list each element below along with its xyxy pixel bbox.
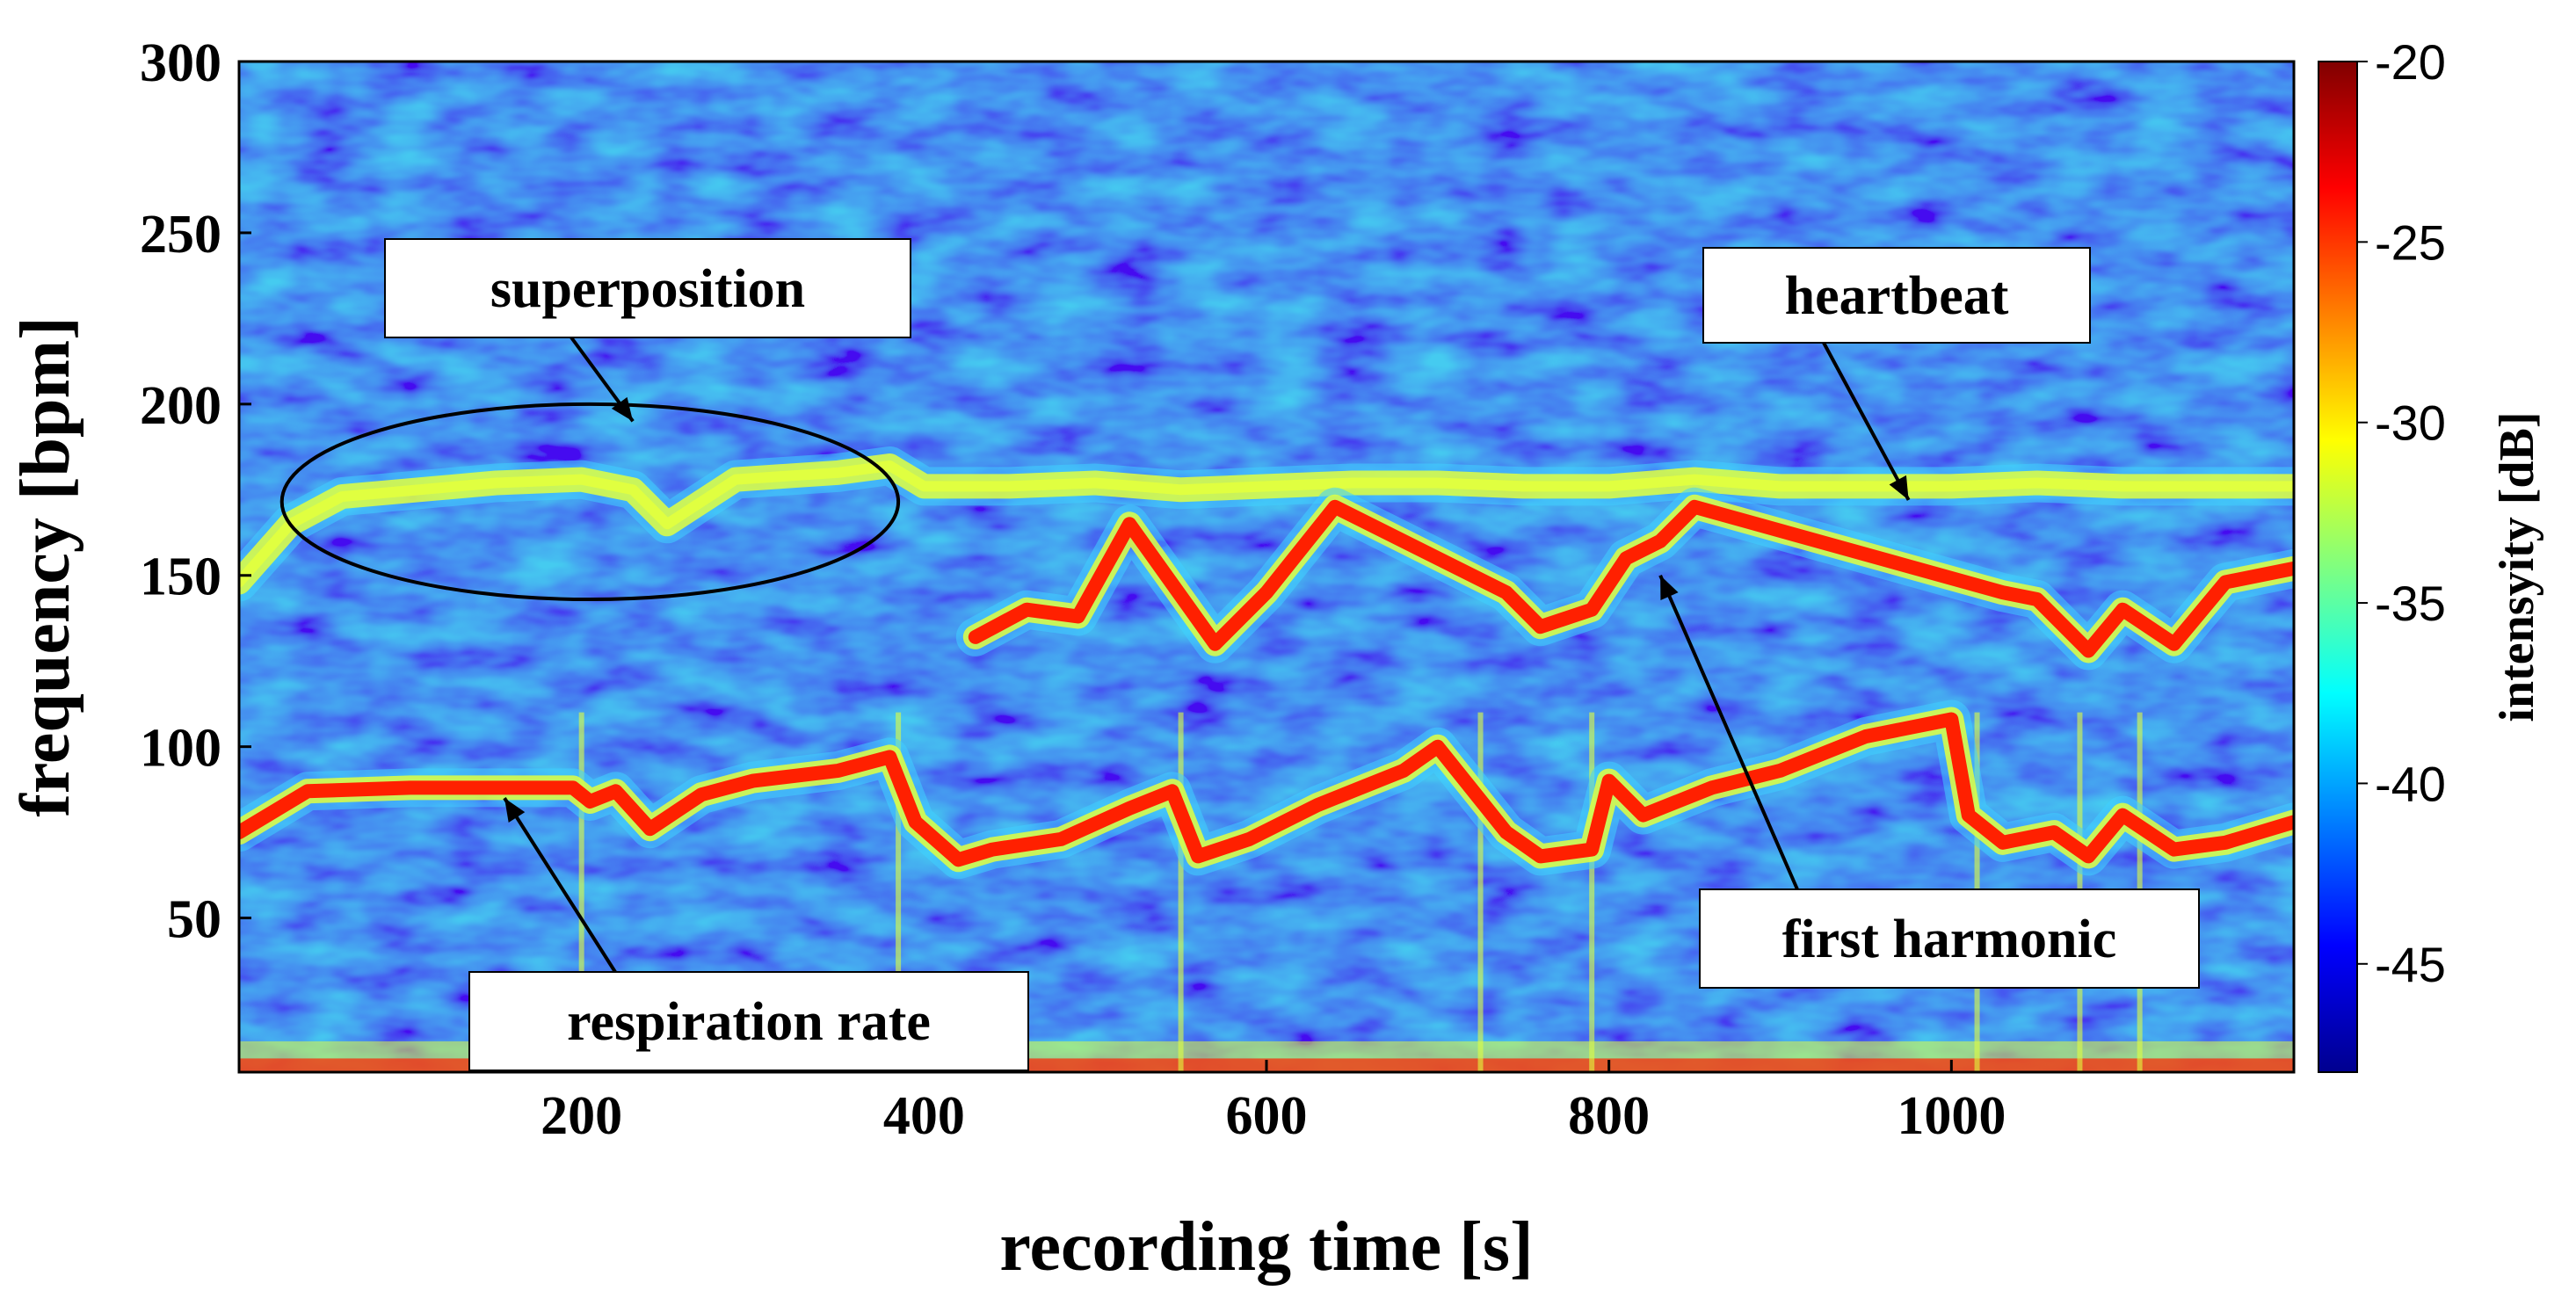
x-axis-label: recording time [s] <box>999 1208 1533 1286</box>
colorbar-tick-label: -20 <box>2375 34 2446 90</box>
colorbar-label: intensyity [dB] <box>2490 411 2544 722</box>
x-tick-label: 400 <box>883 1086 965 1146</box>
series-line-respiration-rate <box>239 712 2294 867</box>
colorbar-tick-label: -40 <box>2375 756 2446 811</box>
y-axis: 50 100 150 200 250 300 <box>140 33 251 950</box>
x-tick-label: 800 <box>1568 1086 1650 1146</box>
y-tick-label: 150 <box>140 547 221 607</box>
annotation-label: superposition <box>490 259 805 319</box>
annotation-box <box>1699 888 2200 989</box>
annotation-heartbeat: heartbeat <box>1702 247 2091 501</box>
annotation-box <box>1702 247 2091 344</box>
annotation-arrow-head <box>504 798 526 823</box>
y-tick-label: 250 <box>140 205 221 265</box>
annotation-respiration-rate: respiration rate <box>468 797 1029 1071</box>
x-tick-label: 600 <box>1226 1086 1308 1146</box>
y-axis-label: frequency [bpm] <box>7 316 84 817</box>
y-tick-label: 50 <box>167 890 221 950</box>
x-tick-label: 200 <box>541 1086 622 1146</box>
annotation-arrow-head <box>611 396 634 422</box>
y-tick-label: 200 <box>140 376 221 436</box>
series-line-heartbeat <box>239 460 2294 588</box>
annotations: superposition heartbeat first harmonic resp… <box>384 238 2200 1071</box>
annotation-box <box>468 971 1029 1071</box>
annotation-arrow-head <box>1660 575 1679 600</box>
colorbar-tick-label: -30 <box>2375 395 2446 451</box>
colorbar-ticks: -20 -25 -30 -35 -40 -45 <box>2357 34 2446 992</box>
y-tick-label: 100 <box>140 719 221 779</box>
annotation-superposition: superposition <box>384 238 911 423</box>
colorbar <box>2318 61 2358 1073</box>
annotation-box <box>384 238 911 338</box>
x-tick-label: 1000 <box>1897 1086 2006 1146</box>
y-tick-label: 300 <box>140 33 221 93</box>
annotation-first-harmonic: first harmonic <box>1658 574 2200 989</box>
colorbar-tick-label: -45 <box>2375 937 2446 992</box>
annotation-label: first harmonic <box>1782 910 2117 969</box>
annotation-arrow-line <box>1822 342 1911 501</box>
series-line-first-harmonic <box>968 499 2294 658</box>
annotation-arrow-line <box>503 797 617 974</box>
x-axis: 200 400 600 800 1000 <box>541 1060 2006 1146</box>
annotation-arrow-head <box>1889 475 1909 500</box>
annotation-label: heartbeat <box>1785 266 2009 326</box>
colorbar-tick-label: -25 <box>2375 214 2446 270</box>
annotation-label: respiration rate <box>567 992 931 1052</box>
annotation-arrow-line <box>1658 574 1799 890</box>
colorbar-tick-label: -35 <box>2375 576 2446 631</box>
superposition-ellipse <box>279 402 901 602</box>
